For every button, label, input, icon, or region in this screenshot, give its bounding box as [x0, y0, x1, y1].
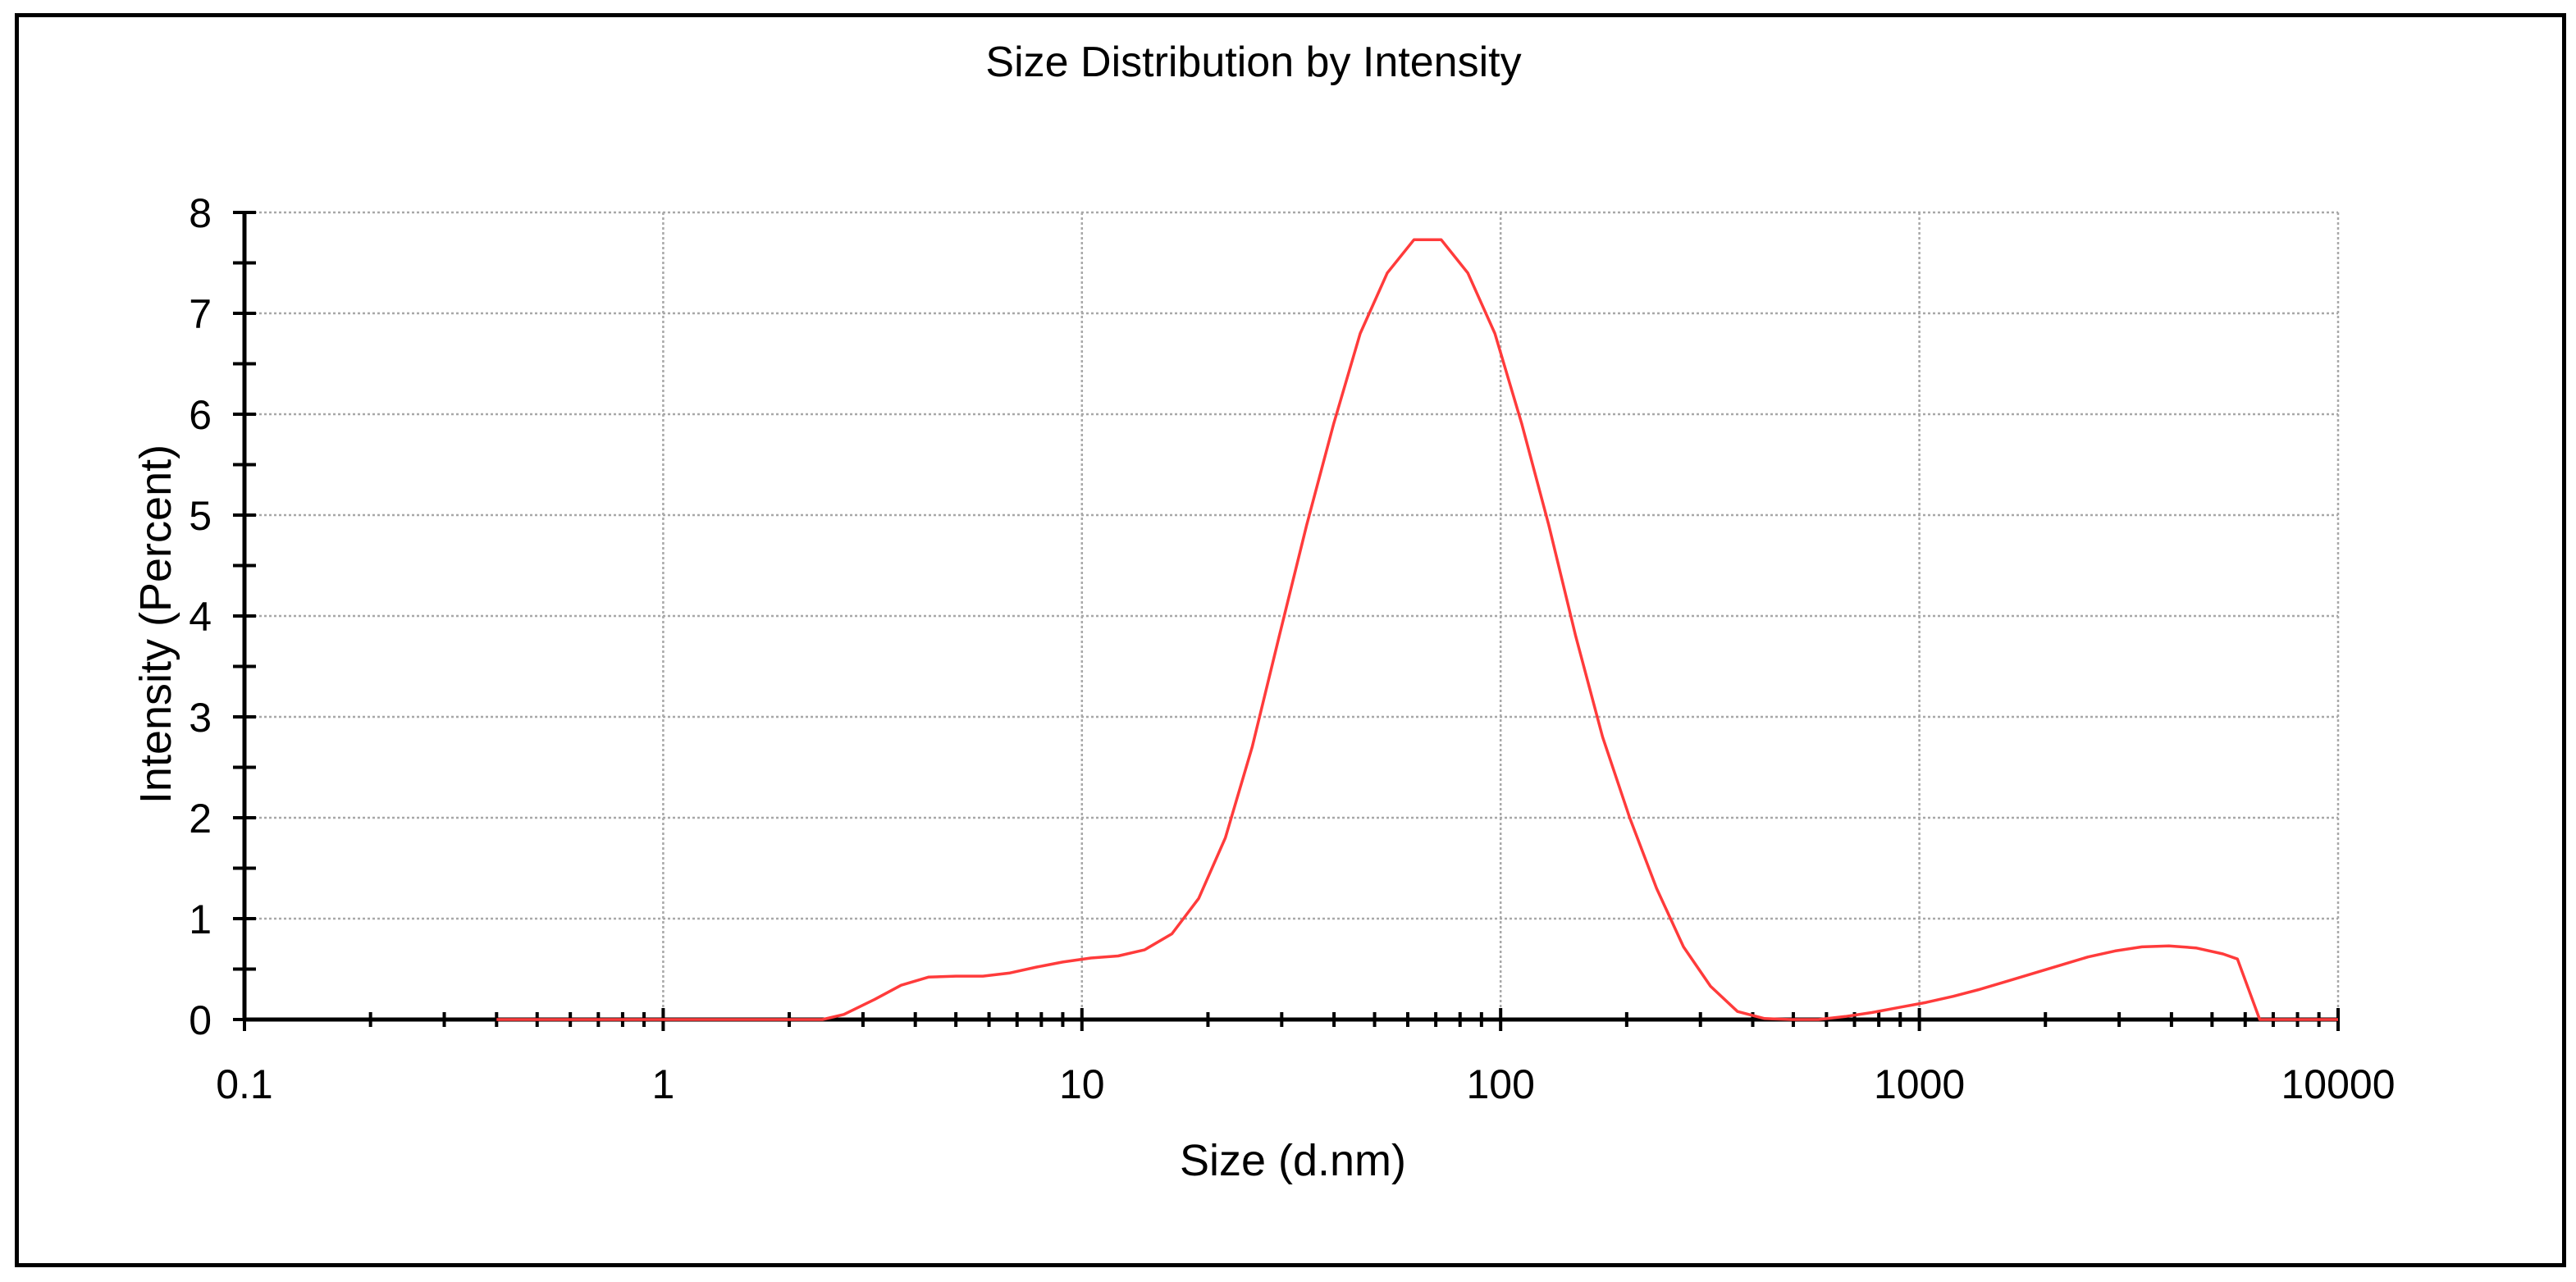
y-tick-label: 8: [189, 190, 212, 236]
y-tick-label: 3: [189, 695, 212, 741]
chart-title: Size Distribution by Intensity: [985, 39, 1521, 86]
x-tick-label: 10000: [2281, 1061, 2395, 1107]
x-tick-label: 1000: [1874, 1061, 1965, 1107]
ticks: 0 1 2 3 4 5 6 7 8 0.1 1 10 100 1000 10000: [189, 190, 2395, 1107]
y-axis-label: Intensity (Percent): [131, 445, 180, 804]
x-tick-label: 100: [1466, 1061, 1534, 1107]
y-tick-label: 7: [189, 291, 212, 337]
x-axis-label: Size (d.nm): [1180, 1136, 1406, 1185]
y-tick-label: 2: [189, 796, 212, 842]
series: [496, 238, 2338, 1021]
size-distribution-chart: Size Distribution by Intensity 0 1 2 3 4 5 6 7 8…: [131, 39, 2396, 1185]
y-tick-label: 6: [189, 392, 212, 438]
y-tick-label: 0: [189, 997, 212, 1043]
axes: [242, 212, 2338, 1022]
chart-frame: Size Distribution by Intensity 0 1 2 3 4 5 6 7 8…: [15, 13, 2566, 1267]
x-tick-label: 10: [1059, 1061, 1105, 1107]
intensity-distribution-line: [496, 238, 2338, 1021]
y-tick-label: 1: [189, 896, 212, 942]
y-tick-label: 5: [189, 493, 212, 539]
grid: [243, 211, 2340, 1021]
y-tick-label: 4: [189, 594, 212, 640]
x-tick-label: 0.1: [216, 1061, 273, 1107]
x-tick-label: 1: [651, 1061, 674, 1107]
